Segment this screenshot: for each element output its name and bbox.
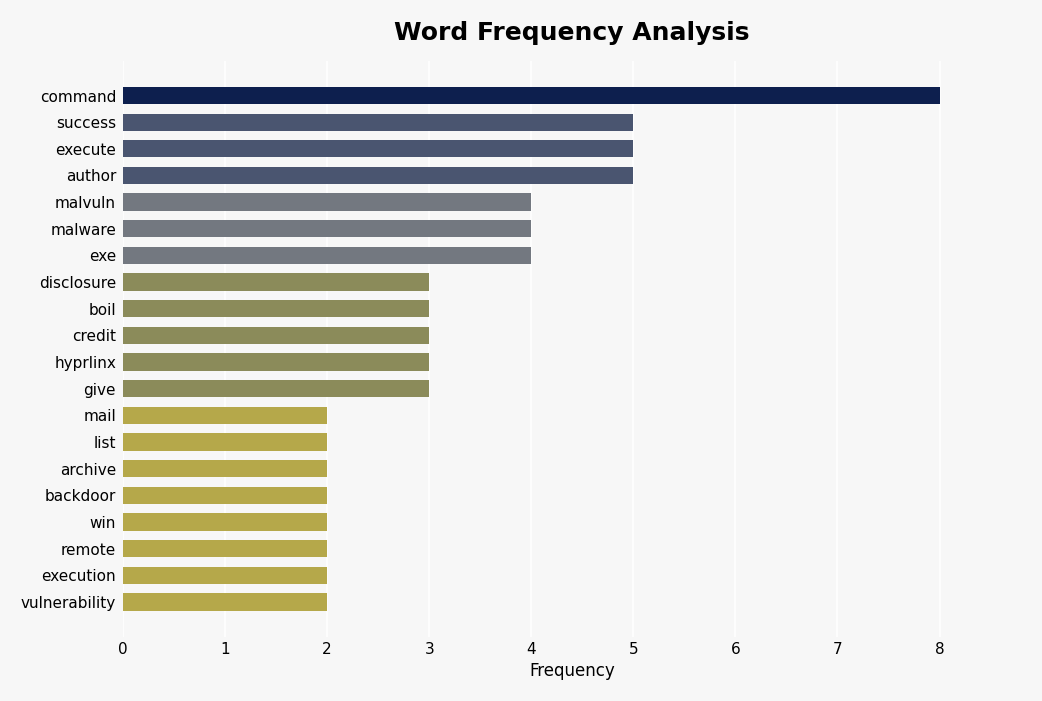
- Bar: [123, 407, 327, 424]
- Title: Word Frequency Analysis: Word Frequency Analysis: [394, 21, 750, 45]
- Bar: [123, 140, 634, 158]
- Bar: [123, 193, 531, 211]
- Bar: [123, 513, 327, 531]
- Bar: [123, 167, 634, 184]
- Bar: [123, 566, 327, 584]
- Bar: [123, 273, 429, 291]
- Bar: [123, 380, 429, 397]
- Bar: [123, 114, 634, 131]
- Bar: [123, 87, 940, 104]
- Bar: [123, 433, 327, 451]
- Bar: [123, 593, 327, 611]
- Bar: [123, 247, 531, 264]
- Bar: [123, 460, 327, 477]
- X-axis label: Frequency: Frequency: [529, 662, 615, 680]
- Bar: [123, 540, 327, 557]
- Bar: [123, 220, 531, 238]
- Bar: [123, 327, 429, 344]
- Bar: [123, 353, 429, 371]
- Bar: [123, 300, 429, 318]
- Bar: [123, 486, 327, 504]
